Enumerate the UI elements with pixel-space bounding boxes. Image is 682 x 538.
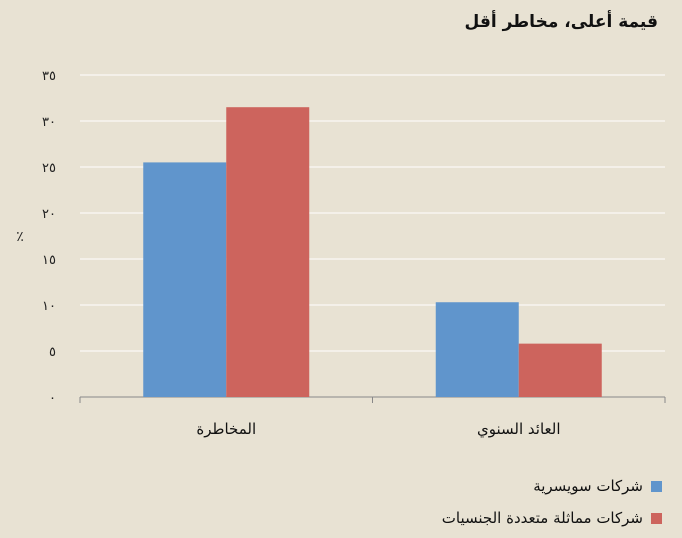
y-tick-label: ١٥ xyxy=(42,253,56,268)
tick-labels: ٠ ٥ ١٠ ١٥ ٢٠ ٢٥ ٣٠ ٣٥ ٪ العائد السنوي المخاطرة xyxy=(16,69,560,439)
axes xyxy=(79,396,666,403)
y-tick-label: ٢٥ xyxy=(42,161,56,176)
legend: شركات سويسرية شركات مماثلة متعددة الجنسي… xyxy=(442,470,662,534)
bar xyxy=(143,162,227,397)
bars xyxy=(143,107,602,397)
y-tick-label: ٥ xyxy=(49,345,56,360)
y-tick-label: ٣٠ xyxy=(42,115,56,130)
legend-label-swiss: شركات سويسرية xyxy=(533,477,643,495)
bar xyxy=(435,302,519,397)
bar xyxy=(518,343,602,397)
x-category-label: المخاطرة xyxy=(196,420,256,438)
legend-swatch-multinational xyxy=(651,512,662,524)
y-tick-label: ٢٠ xyxy=(42,207,56,222)
legend-label-multinational: شركات مماثلة متعددة الجنسيات xyxy=(441,509,643,527)
bar xyxy=(226,107,310,397)
legend-item-multinational: شركات مماثلة متعددة الجنسيات xyxy=(442,502,662,534)
legend-swatch-swiss xyxy=(651,480,662,492)
y-tick-label: ١٠ xyxy=(42,299,56,314)
x-category-label: العائد السنوي xyxy=(477,420,561,439)
y-tick-label: ٣٥ xyxy=(42,69,56,84)
legend-item-swiss: شركات سويسرية xyxy=(442,470,662,502)
chart-title: قيمة أعلى، مخاطر أقل xyxy=(464,12,658,32)
y-axis-label: ٪ xyxy=(16,229,24,245)
y-tick-label: ٠ xyxy=(49,391,56,406)
